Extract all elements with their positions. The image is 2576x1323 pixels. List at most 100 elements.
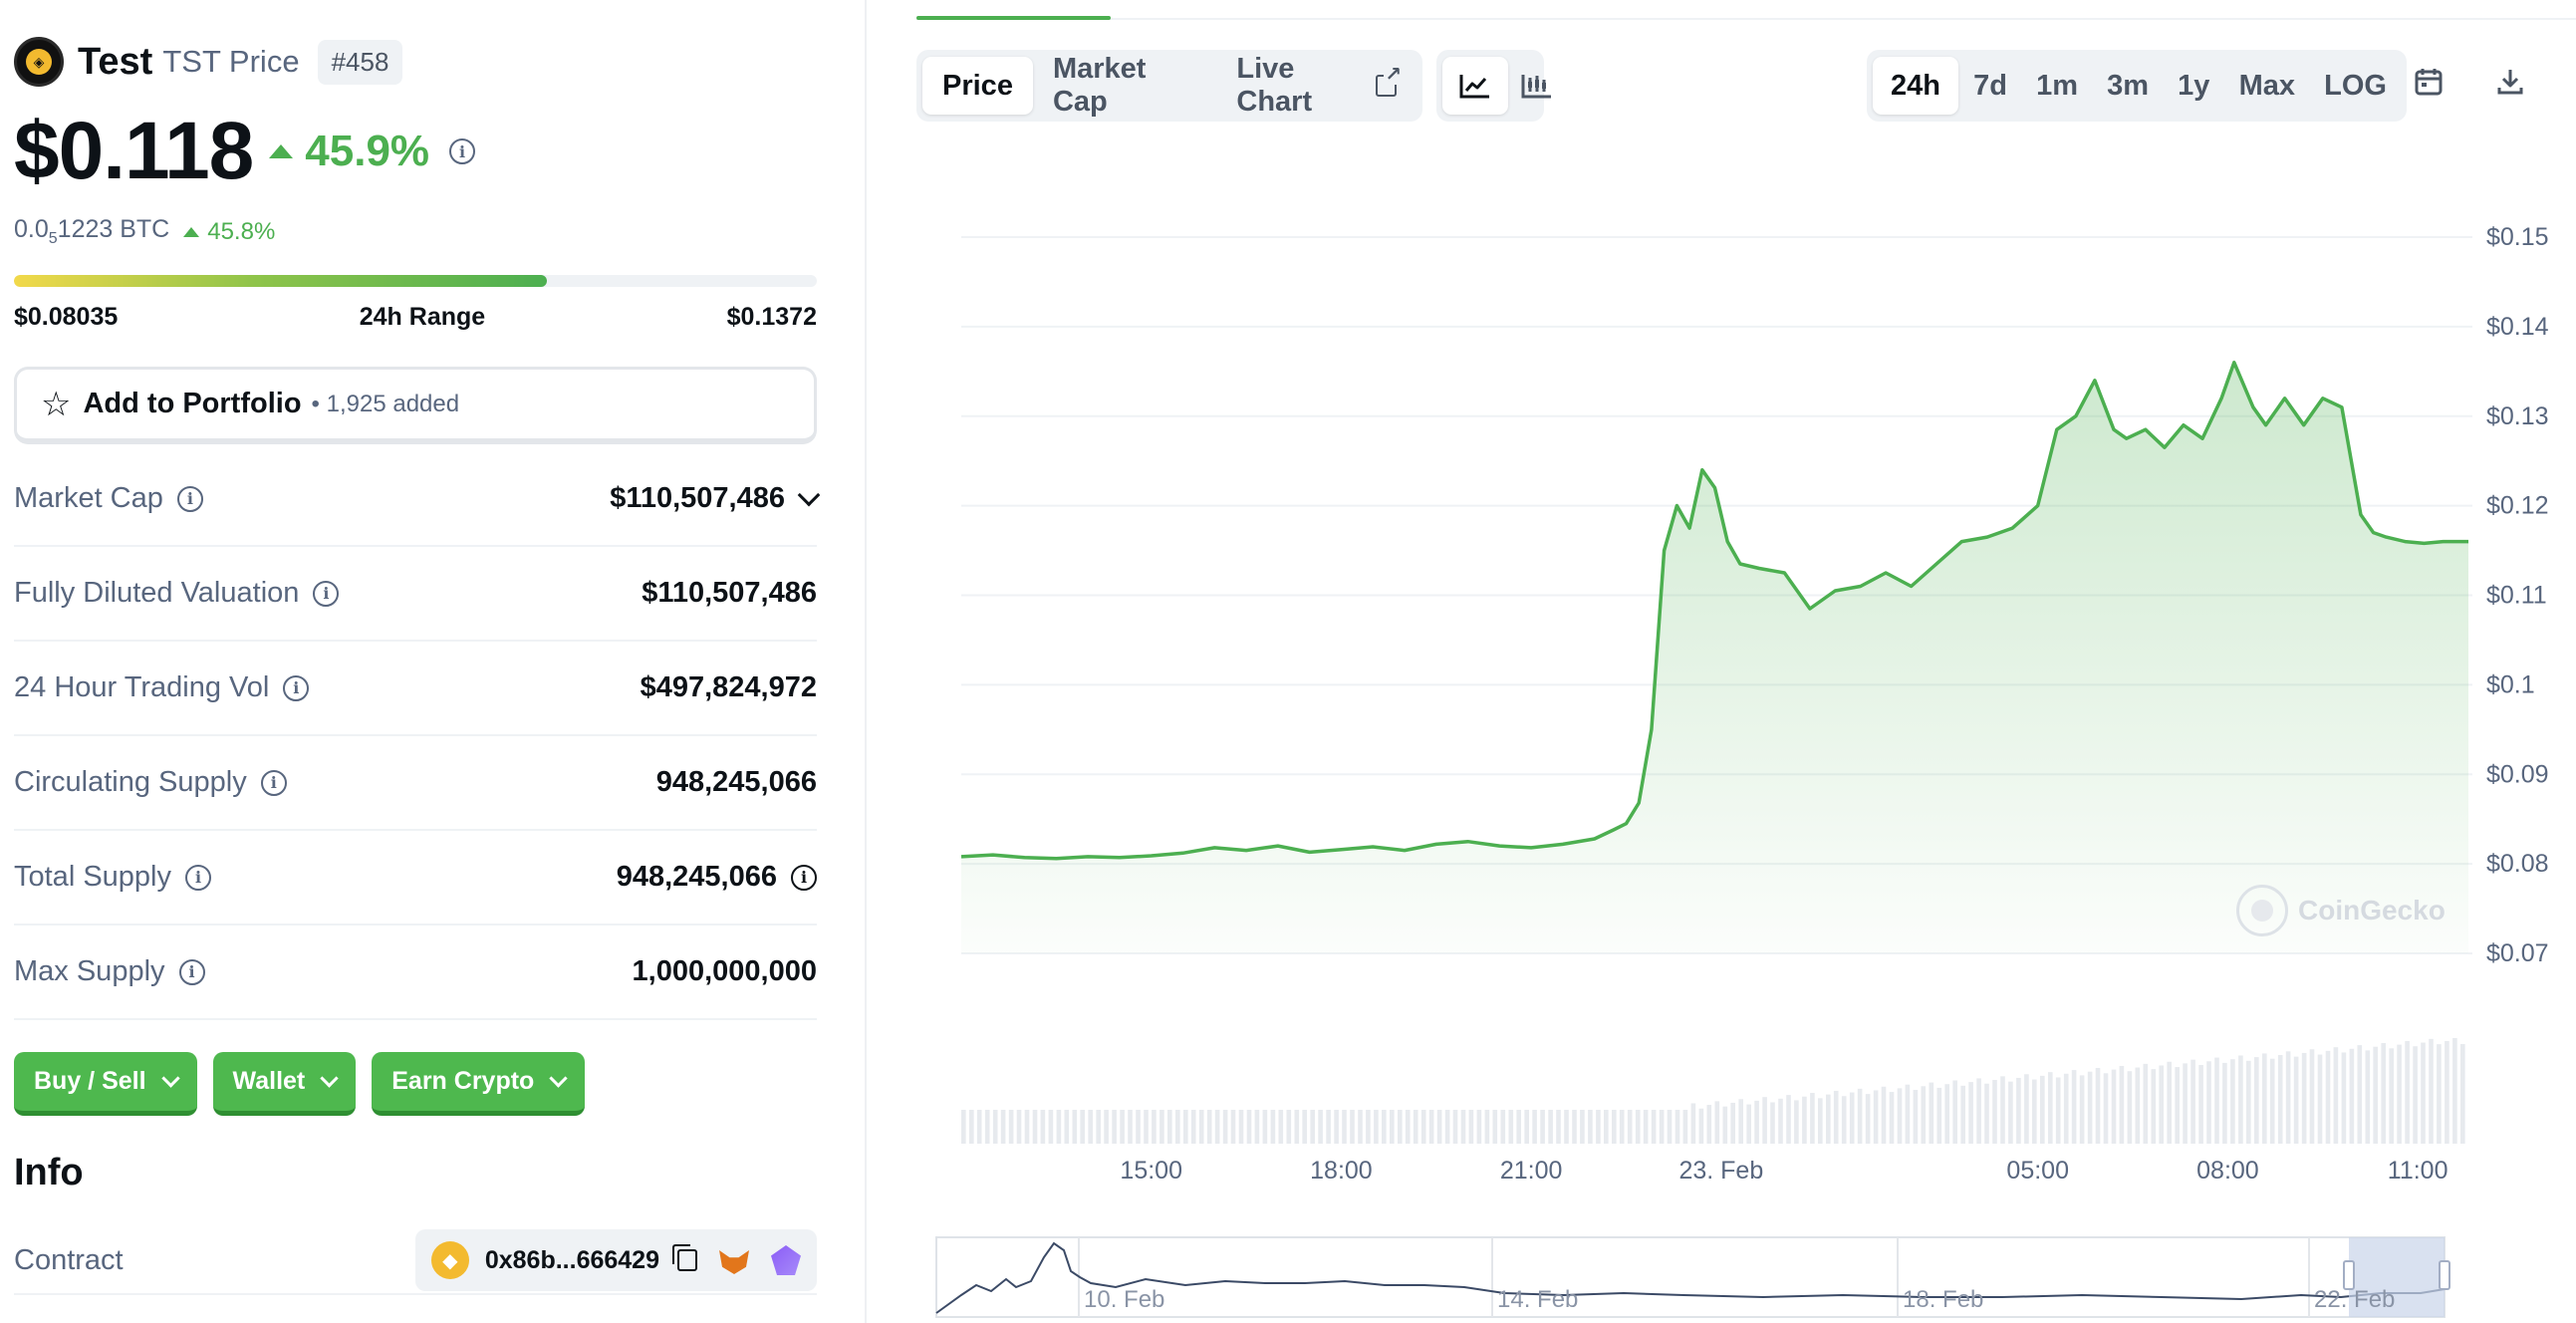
volume-bar	[2008, 1081, 2013, 1144]
stat-value: $110,507,486	[610, 482, 785, 514]
chart-type-toggle	[1436, 50, 1551, 122]
info-icon[interactable]: i	[260, 769, 287, 796]
info-icon[interactable]: i	[176, 485, 203, 512]
volume-bar	[1080, 1110, 1085, 1144]
chevron-down-icon	[797, 483, 821, 506]
btc-price-row: 0.051223 BTC 45.8%	[14, 215, 275, 248]
x-tick-label: 21:00	[1500, 1157, 1563, 1185]
range-log[interactable]: LOG	[2324, 69, 2387, 102]
price-change-pct: 45.9%	[305, 127, 430, 175]
range-1y[interactable]: 1y	[2178, 69, 2210, 102]
navigator-handle-right[interactable]	[2439, 1260, 2450, 1290]
range-low: $0.08035	[14, 303, 119, 331]
volume-bar	[1968, 1082, 1973, 1144]
volume-bar	[1016, 1110, 1022, 1144]
volume-bar	[1619, 1110, 1625, 1144]
volume-bar	[1136, 1110, 1141, 1144]
add-to-portfolio-button[interactable]: ☆ Add to Portfolio • 1,925 added	[14, 367, 817, 444]
range-1m[interactable]: 1m	[2036, 69, 2078, 102]
volume-bar	[2087, 1071, 2093, 1144]
action-buttons: Buy / Sell Wallet Earn Crypto	[14, 1052, 601, 1116]
contract-address[interactable]: 0x86b...666429	[484, 1245, 659, 1274]
volume-bar	[1405, 1110, 1411, 1144]
metamask-icon[interactable]	[719, 1246, 749, 1274]
volume-bar	[1452, 1110, 1458, 1144]
x-tick-label: 05:00	[2006, 1157, 2069, 1185]
y-tick-label: $0.09	[2486, 760, 2549, 788]
volume-bar	[1238, 1110, 1244, 1144]
volume-bar	[2071, 1070, 2077, 1144]
copy-icon[interactable]	[672, 1244, 697, 1271]
volume-bar	[1738, 1099, 1743, 1144]
download-icon	[2497, 70, 2523, 95]
info-icon[interactable]: i	[449, 138, 476, 164]
range-max[interactable]: Max	[2238, 69, 2295, 102]
range-24h[interactable]: 24h	[1873, 57, 1958, 115]
explorer-icon[interactable]	[771, 1245, 801, 1275]
active-section-tab-indicator[interactable]	[916, 16, 1111, 20]
stat-row-fdv: Fully Diluted Valuation i $110,507,486	[14, 547, 817, 642]
volume-bar	[1175, 1110, 1180, 1144]
price-change-badge: 45.9%	[269, 127, 429, 176]
y-tick-label: $0.15	[2486, 223, 2549, 251]
volume-bar	[1128, 1110, 1133, 1144]
buy-sell-button[interactable]: Buy / Sell	[14, 1052, 197, 1116]
range-7d[interactable]: 7d	[1973, 69, 2007, 102]
range-navigator[interactable]: 10. Feb 14. Feb 18. Feb 22. Feb	[935, 1236, 2450, 1318]
volume-bar	[1849, 1092, 1855, 1144]
coin-logo: ◈	[14, 37, 64, 87]
volume-bar	[1112, 1110, 1117, 1144]
range-3m[interactable]: 3m	[2107, 69, 2150, 102]
volume-bar	[1524, 1110, 1529, 1144]
stat-label: Circulating Supply	[14, 766, 247, 798]
volume-bar	[1881, 1086, 1887, 1144]
stat-value: 1,000,000,000	[632, 955, 817, 987]
volume-bar	[1460, 1110, 1466, 1144]
info-icon[interactable]: i	[313, 580, 340, 607]
info-icon[interactable]: i	[791, 864, 817, 891]
earn-crypto-button[interactable]: Earn Crypto	[372, 1052, 586, 1116]
volume-bar	[1040, 1110, 1046, 1144]
candlestick-chart-button[interactable]	[1508, 57, 1566, 115]
line-chart-button[interactable]	[1442, 57, 1508, 115]
stat-row-total-supply: Total Supply i 948,245,066 i	[14, 831, 817, 926]
volume-bar	[1294, 1110, 1300, 1144]
volume-bar	[1635, 1110, 1641, 1144]
info-icon[interactable]: i	[185, 864, 211, 891]
volume-bar	[2285, 1051, 2291, 1144]
info-icon[interactable]: i	[283, 674, 310, 701]
navigator-handle-left[interactable]	[2343, 1260, 2355, 1290]
stat-row-volume: 24 Hour Trading Vol i $497,824,972	[14, 642, 817, 736]
navigator-selection[interactable]	[2349, 1237, 2445, 1317]
volume-bar	[2357, 1045, 2363, 1144]
tab-price[interactable]: Price	[922, 57, 1033, 115]
info-icon[interactable]: i	[178, 958, 205, 985]
volume-bar	[1088, 1110, 1093, 1144]
tab-live-chart[interactable]: Live Chart	[1216, 53, 1417, 118]
volume-bar	[1651, 1110, 1657, 1144]
coin-symbol-label: TST Price	[162, 44, 300, 79]
volume-bar	[1398, 1110, 1403, 1144]
download-button[interactable]	[2494, 66, 2526, 103]
line-chart-icon	[1459, 75, 1489, 99]
portfolio-label: Add to Portfolio	[83, 388, 302, 419]
market-cap-dropdown[interactable]: $110,507,486	[610, 482, 821, 515]
tab-market-cap[interactable]: Market Cap	[1052, 53, 1147, 118]
volume-bar	[1246, 1110, 1252, 1144]
external-link-icon	[1376, 65, 1403, 97]
price-chart[interactable]: $0.15 $0.14 $0.13 $0.12 $0.11 $0.1 $0.09 $0.08 $…	[867, 0, 2576, 1323]
volume-bar	[1000, 1110, 1006, 1144]
volume-bar	[1714, 1101, 1720, 1144]
wallet-button[interactable]: Wallet	[212, 1052, 357, 1116]
volume-bar	[1722, 1106, 1728, 1144]
current-price: $0.118	[14, 106, 254, 196]
y-tick-label: $0.12	[2486, 492, 2549, 520]
volume-bar	[1366, 1110, 1371, 1144]
stat-value: $110,507,486	[642, 577, 817, 609]
volume-bar	[1588, 1110, 1593, 1144]
volume-bar	[1468, 1110, 1474, 1144]
calendar-button[interactable]	[2413, 66, 2445, 103]
navigator-label: 10. Feb	[1084, 1286, 1164, 1313]
volume-bar	[1952, 1080, 1957, 1144]
btc-change-badge: 45.8%	[183, 218, 275, 246]
